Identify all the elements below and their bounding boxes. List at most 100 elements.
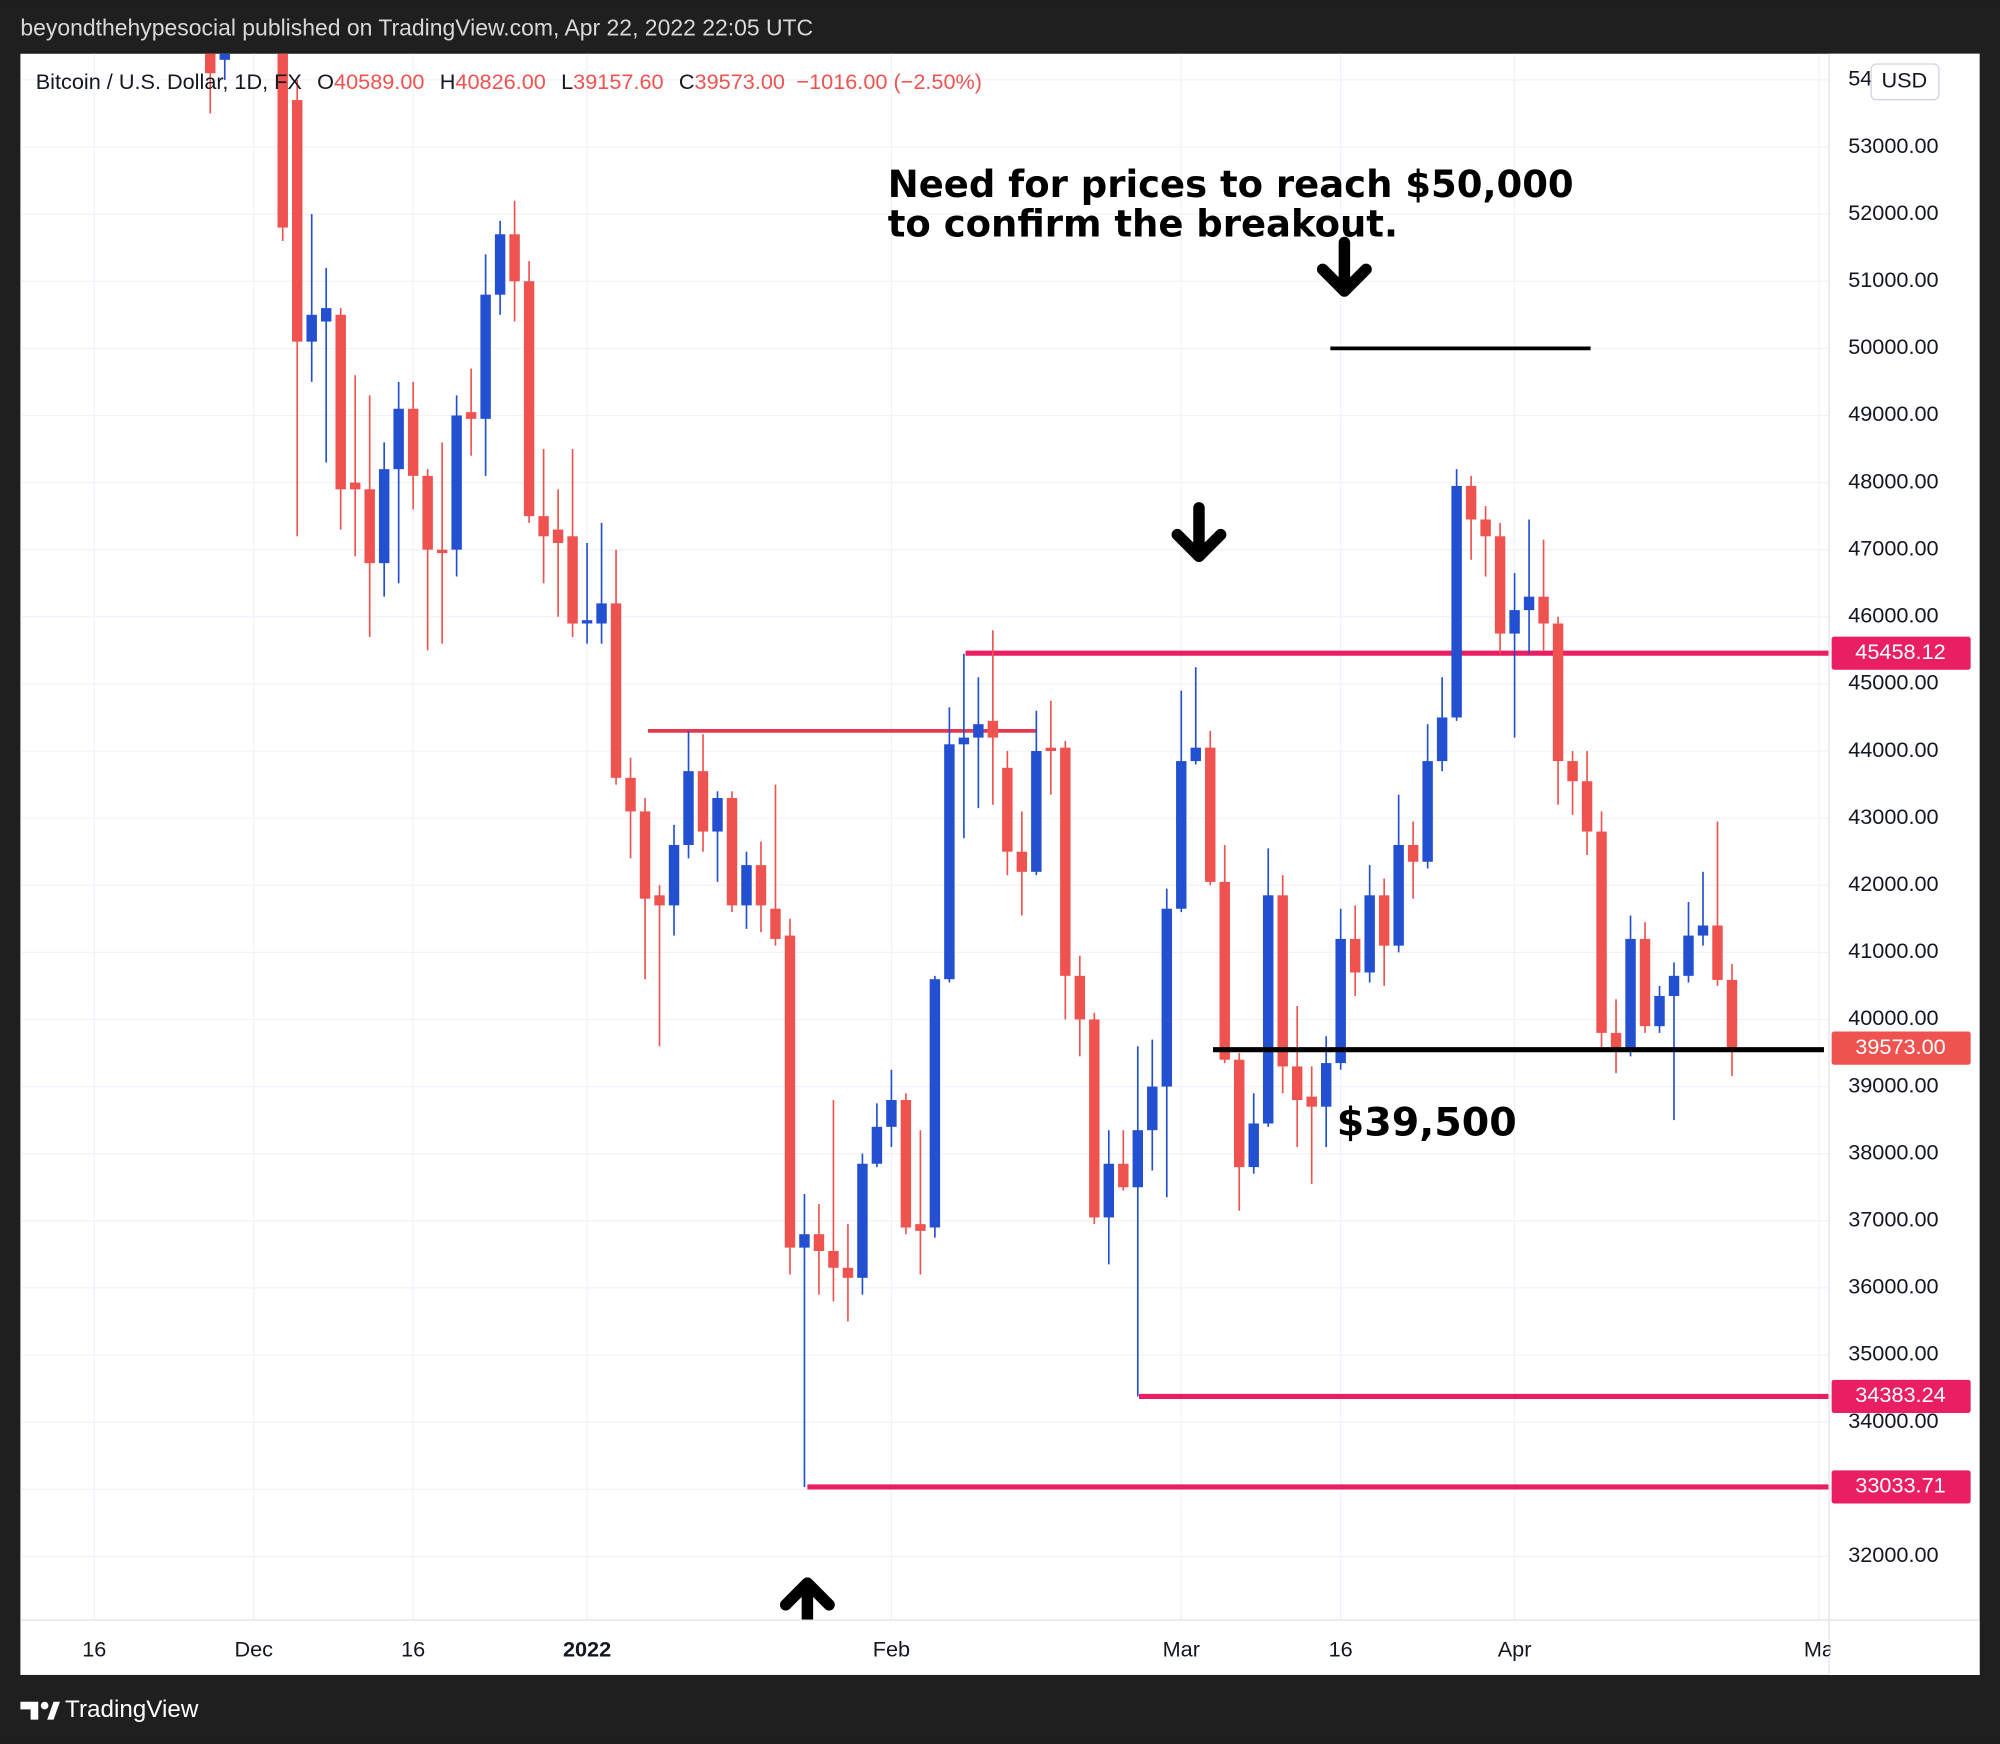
ohlc-value: 40826.00 — [455, 69, 545, 94]
y-tick-label: 36000.00 — [1848, 1274, 1938, 1299]
level-tag-label: 33033.71 — [1855, 1473, 1945, 1498]
candle-body — [813, 1234, 825, 1251]
candle-body — [1451, 485, 1462, 718]
y-tick-label: 37000.00 — [1848, 1207, 1938, 1232]
candle-body — [219, 53, 230, 60]
candle-body — [1147, 1086, 1158, 1131]
y-tick-label: 41000.00 — [1848, 938, 1938, 963]
y-tick-label: 44000.00 — [1848, 737, 1938, 762]
candle-body — [915, 1224, 926, 1231]
candle-body — [1219, 881, 1230, 1060]
x-tick-label: 2022 — [563, 1636, 611, 1661]
x-tick-label: Ma — [1804, 1636, 1835, 1661]
candle-body — [1393, 844, 1404, 946]
arrow-up — [779, 1577, 835, 1621]
candle-body — [987, 720, 999, 738]
candle-body — [1320, 1063, 1332, 1107]
y-tick-label: 45000.00 — [1848, 670, 1938, 695]
candle-body — [1552, 623, 1564, 762]
last-price-tag — [1831, 1031, 1971, 1065]
symbol-title: Bitcoin / U.S. Dollar, 1D, FX — [36, 69, 302, 94]
candle-body — [407, 408, 419, 476]
ohlc-value: 39573.00 — [695, 69, 785, 94]
x-tick-label: Dec — [234, 1636, 273, 1661]
candle-body — [958, 737, 970, 745]
candle-body — [567, 536, 578, 624]
candle-body — [1132, 1130, 1144, 1188]
candle-body — [784, 935, 796, 1248]
x-tick-label: 16 — [401, 1636, 425, 1661]
candle-body — [1509, 610, 1520, 634]
level-tag-label: 45458.12 — [1855, 639, 1945, 664]
candle-body — [1581, 781, 1593, 832]
y-tick-label: 38000.00 — [1848, 1139, 1938, 1164]
y-tick-label: 49000.00 — [1848, 401, 1938, 426]
candle-body — [639, 811, 651, 899]
x-tick-label: Apr — [1498, 1636, 1532, 1661]
candle-body — [1190, 747, 1201, 762]
x-axis: 16 Dec 16 2022 Feb Mar 16 Apr Ma — [82, 1621, 1980, 1675]
candle-body — [973, 724, 984, 738]
candle-body — [1668, 975, 1680, 996]
y-tick-label: 35000.00 — [1848, 1341, 1938, 1366]
candle-body — [1349, 938, 1361, 973]
chart-panel — [20, 53, 1980, 1675]
y-tick-label: 51000.00 — [1848, 267, 1938, 292]
candle-body — [1103, 1163, 1115, 1218]
candle-body — [422, 475, 433, 550]
candle-body — [1248, 1123, 1259, 1168]
candle-body — [1422, 761, 1433, 862]
y-tick-label: 48000.00 — [1848, 468, 1938, 493]
x-tick-label: 16 — [1329, 1636, 1353, 1661]
level-tag — [1831, 636, 1971, 670]
candle-body — [1045, 747, 1057, 752]
candle-body — [509, 234, 520, 282]
candle-body — [625, 777, 636, 812]
candle-body — [886, 1099, 897, 1127]
candle-body — [1074, 975, 1086, 1020]
candle-body — [1654, 995, 1665, 1027]
change-value: −1016.00 (−2.50%) — [796, 69, 982, 94]
ohlc-key: L — [561, 69, 573, 94]
y-tick-label: 32000.00 — [1848, 1542, 1938, 1567]
candle-body — [320, 308, 332, 322]
candle-body — [1306, 1096, 1317, 1107]
candle-body — [364, 489, 375, 564]
candle-body — [552, 529, 564, 543]
logo-part — [40, 1701, 49, 1710]
candle-body — [755, 865, 767, 906]
symbol-legend: Bitcoin / U.S. Dollar, 1D, FX O40589.00 H4… — [36, 69, 982, 94]
candle-body — [726, 798, 738, 906]
candle-body — [1726, 979, 1738, 1049]
arrow-down — [1171, 502, 1227, 563]
candle-body — [944, 744, 955, 980]
candle-body — [1567, 761, 1578, 782]
axis-mask — [1830, 1621, 1980, 1675]
candle-body — [1465, 485, 1477, 520]
y-tick-label: 52000.00 — [1848, 200, 1938, 225]
y-tick-label: 40000.00 — [1848, 1005, 1938, 1030]
candle-body — [1060, 747, 1071, 976]
candle-body — [1089, 1019, 1100, 1218]
candle-body — [1277, 895, 1288, 1067]
publish-header: beyondthehypesocial published on Trading… — [20, 15, 813, 41]
candle-body — [291, 100, 303, 342]
currency-button[interactable] — [1870, 63, 1940, 101]
y-tick-label: 50000.00 — [1848, 334, 1938, 359]
candle-body — [1697, 925, 1709, 936]
candle-body — [1596, 831, 1607, 1033]
y-tick-label: 39000.00 — [1848, 1072, 1938, 1097]
candle-body — [654, 895, 665, 906]
ohlc-key: C — [679, 69, 695, 94]
ohlc-key: H — [440, 69, 456, 94]
currency-label[interactable]: USD — [1881, 68, 1927, 93]
candle-body — [378, 469, 390, 564]
x-tick-label: Mar — [1163, 1636, 1200, 1661]
candle-body — [1683, 935, 1694, 976]
candle-body — [610, 603, 622, 778]
candle-body — [523, 281, 535, 517]
y-tick-label: 42000.00 — [1848, 871, 1938, 896]
candle-body — [668, 844, 680, 906]
